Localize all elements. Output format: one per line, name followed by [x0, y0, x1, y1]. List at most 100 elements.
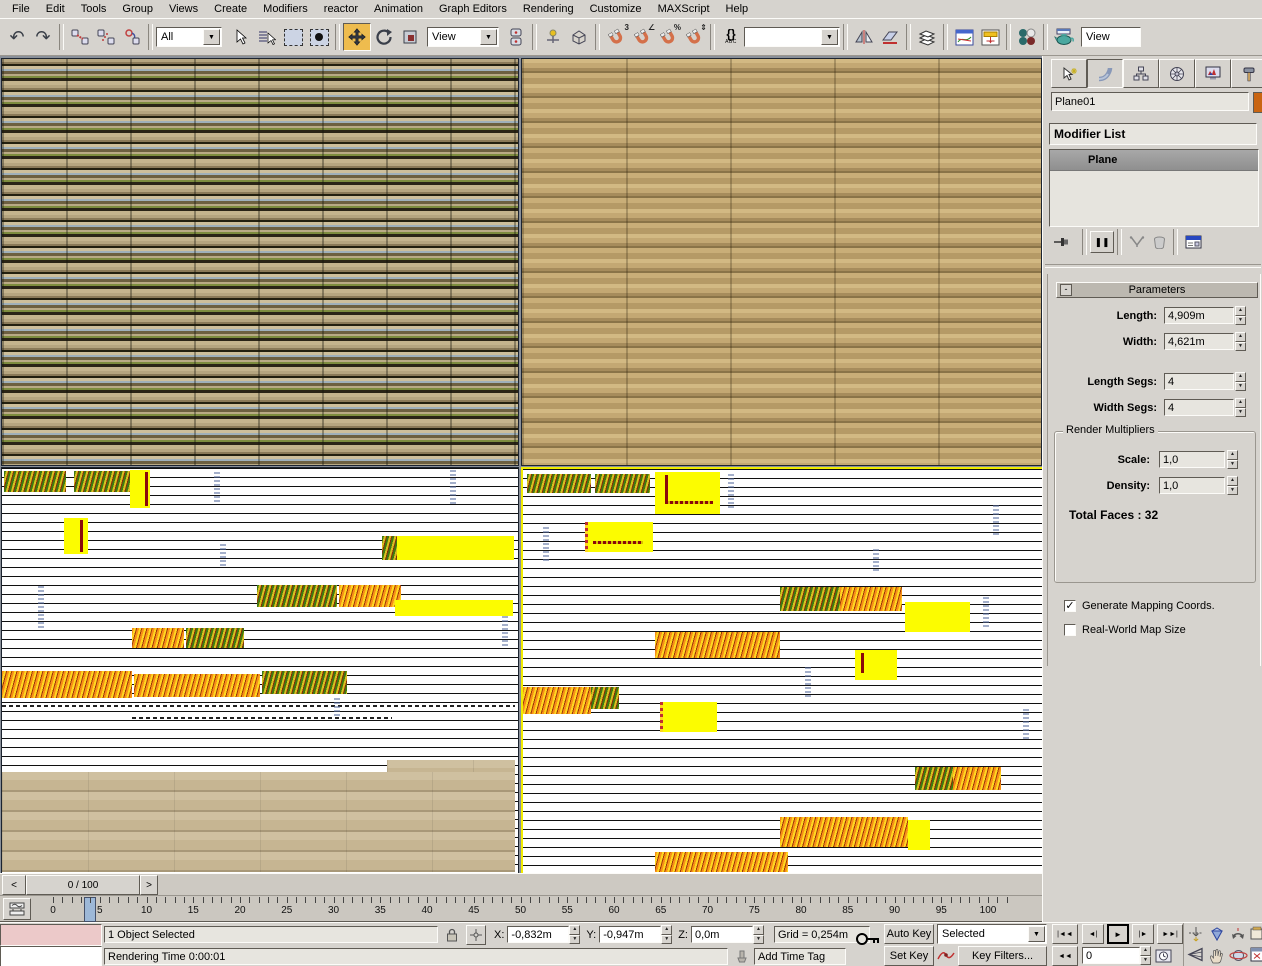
chevron-down-icon[interactable]: ▼: [480, 29, 497, 45]
menu-item-tools[interactable]: Tools: [80, 3, 107, 15]
coord-x-spinner[interactable]: ▲ ▼: [569, 925, 581, 944]
remove-modifier-icon[interactable]: [1153, 236, 1166, 249]
show-end-result-icon[interactable]: ❚❚: [1090, 231, 1114, 253]
configure-modifier-sets-icon[interactable]: [1185, 235, 1202, 249]
reference-coordinate-dropdown[interactable]: View ▼: [427, 27, 499, 47]
absolute-mode-transform-icon[interactable]: [466, 924, 486, 945]
snap-toggle-3d-icon[interactable]: 3: [603, 23, 629, 50]
maximize-viewport-toggle-icon[interactable]: [1250, 947, 1262, 962]
menu-item-graph-editors[interactable]: Graph Editors: [438, 3, 507, 15]
go-to-end-button[interactable]: ►►|: [1157, 924, 1183, 944]
object-name-field[interactable]: Plane01: [1051, 92, 1249, 111]
add-time-tag-field[interactable]: Add Time Tag: [754, 948, 846, 965]
named-selection-input[interactable]: ▼: [744, 27, 840, 47]
key-filter-dropdown[interactable]: Selected ▼: [937, 924, 1047, 944]
coord-y-field[interactable]: -0,947m: [599, 926, 662, 943]
chevron-down-icon[interactable]: ▼: [203, 29, 220, 45]
schematic-view-icon[interactable]: [977, 24, 1003, 50]
time-configuration-icon[interactable]: [1155, 948, 1172, 963]
length-field[interactable]: 4,909m: [1164, 307, 1234, 324]
width-field[interactable]: 4,621m: [1164, 333, 1234, 350]
render-setup-icon[interactable]: [1051, 24, 1077, 50]
time-slider-track[interactable]: < 0 / 100 >: [0, 873, 1042, 895]
collapse-icon[interactable]: -: [1060, 284, 1072, 296]
named-selection-sets-icon[interactable]: {} ABC: [725, 27, 737, 45]
coord-x-field[interactable]: -0,832m: [507, 926, 570, 943]
current-frame-field[interactable]: 0: [1082, 947, 1140, 964]
track-bar[interactable]: 0 5 10 15 20 25 30 35 40 45 50 55 60 65 70 75 80 85 90 95 10…: [0, 895, 1042, 922]
modifier-stack-item-plane[interactable]: Plane: [1050, 150, 1258, 171]
mirror-icon[interactable]: [851, 24, 877, 50]
layer-manager-icon[interactable]: [914, 24, 940, 50]
field-of-view-icon[interactable]: [1187, 947, 1205, 962]
menu-item-edit[interactable]: Edit: [45, 3, 65, 15]
undo-icon[interactable]: ↶: [9, 27, 25, 47]
rectangular-selection-region-icon[interactable]: [280, 24, 306, 50]
time-slider-next-button[interactable]: >: [140, 875, 158, 895]
window-crossing-selection-icon[interactable]: [306, 24, 332, 50]
menu-item-rendering[interactable]: Rendering: [522, 3, 574, 15]
width-segs-field[interactable]: 4: [1164, 399, 1234, 416]
tab-utilities[interactable]: [1231, 59, 1262, 88]
menu-item-maxscript[interactable]: MAXScript: [657, 3, 710, 15]
density-spinner[interactable]: ▲ ▼: [1227, 476, 1238, 495]
pan-hand-icon[interactable]: [1208, 947, 1225, 964]
track-bar-ruler[interactable]: 0 5 10 15 20 25 30 35 40 45 50 55 60 65 70 75 80 85 90 95 10…: [36, 896, 1040, 922]
scale-field[interactable]: 1,0: [1159, 451, 1225, 468]
width-segs-spinner[interactable]: ▲ ▼: [1235, 398, 1246, 417]
make-unique-icon[interactable]: [1129, 236, 1145, 248]
auto-key-button[interactable]: Auto Key: [884, 924, 934, 944]
select-and-link-icon[interactable]: [67, 24, 93, 50]
unlink-selection-icon[interactable]: [93, 24, 119, 50]
curve-editor-icon[interactable]: [951, 24, 977, 50]
viewport-top-right[interactable]: [521, 58, 1042, 466]
select-object-icon[interactable]: [228, 24, 254, 50]
length-spinner[interactable]: ▲ ▼: [1235, 306, 1246, 325]
percent-snap-icon[interactable]: %: [655, 23, 681, 50]
coord-z-field[interactable]: 0,0m: [690, 926, 753, 943]
menu-item-group[interactable]: Group: [122, 3, 153, 15]
use-pivot-point-center-icon[interactable]: [503, 24, 529, 50]
menu-item-customize[interactable]: Customize: [589, 3, 642, 15]
set-key-button[interactable]: Set Key: [884, 946, 934, 966]
pin-stack-icon[interactable]: [1053, 236, 1071, 248]
set-key-curve-icon[interactable]: [937, 948, 955, 962]
arc-rotate-icon[interactable]: [1229, 947, 1248, 964]
menu-item-reactor[interactable]: reactor: [323, 3, 359, 15]
key-mode-toggle-button[interactable]: ◄◄: [1052, 946, 1078, 966]
coord-z-spinner[interactable]: ▲ ▼: [752, 925, 764, 944]
zoom-extents-icon[interactable]: [1208, 926, 1226, 942]
maxscript-mini-listener-pink[interactable]: [0, 924, 102, 946]
menu-item-help[interactable]: Help: [725, 3, 749, 15]
angle-snap-icon[interactable]: ∠: [629, 23, 655, 50]
generate-mapping-coords-checkbox[interactable]: ✓: [1064, 600, 1076, 612]
select-and-move-icon[interactable]: [343, 23, 371, 51]
menu-item-create[interactable]: Create: [214, 3, 248, 15]
tab-create[interactable]: [1051, 59, 1087, 88]
keyboard-shortcut-override-icon[interactable]: [566, 24, 592, 50]
zoom-all-icon[interactable]: [1250, 926, 1262, 942]
tab-modify[interactable]: [1087, 59, 1123, 88]
length-segs-field[interactable]: 4: [1164, 373, 1234, 390]
coord-y-spinner[interactable]: ▲ ▼: [661, 925, 673, 944]
chevron-down-icon[interactable]: ▼: [821, 29, 838, 45]
select-by-name-icon[interactable]: [254, 24, 280, 50]
play-button[interactable]: ►: [1107, 924, 1129, 944]
viewport-bottom-left[interactable]: [1, 467, 519, 875]
next-frame-button[interactable]: |►: [1132, 924, 1154, 944]
tab-hierarchy[interactable]: [1123, 59, 1159, 88]
tab-display[interactable]: [1195, 59, 1231, 88]
maxscript-mini-listener-white[interactable]: [0, 946, 102, 966]
current-frame-spinner[interactable]: ▲ ▼: [1140, 946, 1151, 965]
redo-icon[interactable]: ↷: [35, 27, 51, 47]
align-icon[interactable]: [877, 24, 903, 50]
modifier-stack[interactable]: Plane: [1049, 149, 1259, 227]
menu-item-file[interactable]: File: [12, 3, 30, 15]
time-slider-handle[interactable]: 0 / 100: [26, 875, 140, 895]
zoom-region-icon[interactable]: [1229, 926, 1247, 942]
tab-motion[interactable]: [1159, 59, 1195, 88]
menu-item-animation[interactable]: Animation: [374, 3, 423, 15]
viewport-bottom-right[interactable]: [521, 467, 1044, 877]
previous-frame-button[interactable]: ◄|: [1082, 924, 1104, 944]
width-spinner[interactable]: ▲ ▼: [1235, 332, 1246, 351]
